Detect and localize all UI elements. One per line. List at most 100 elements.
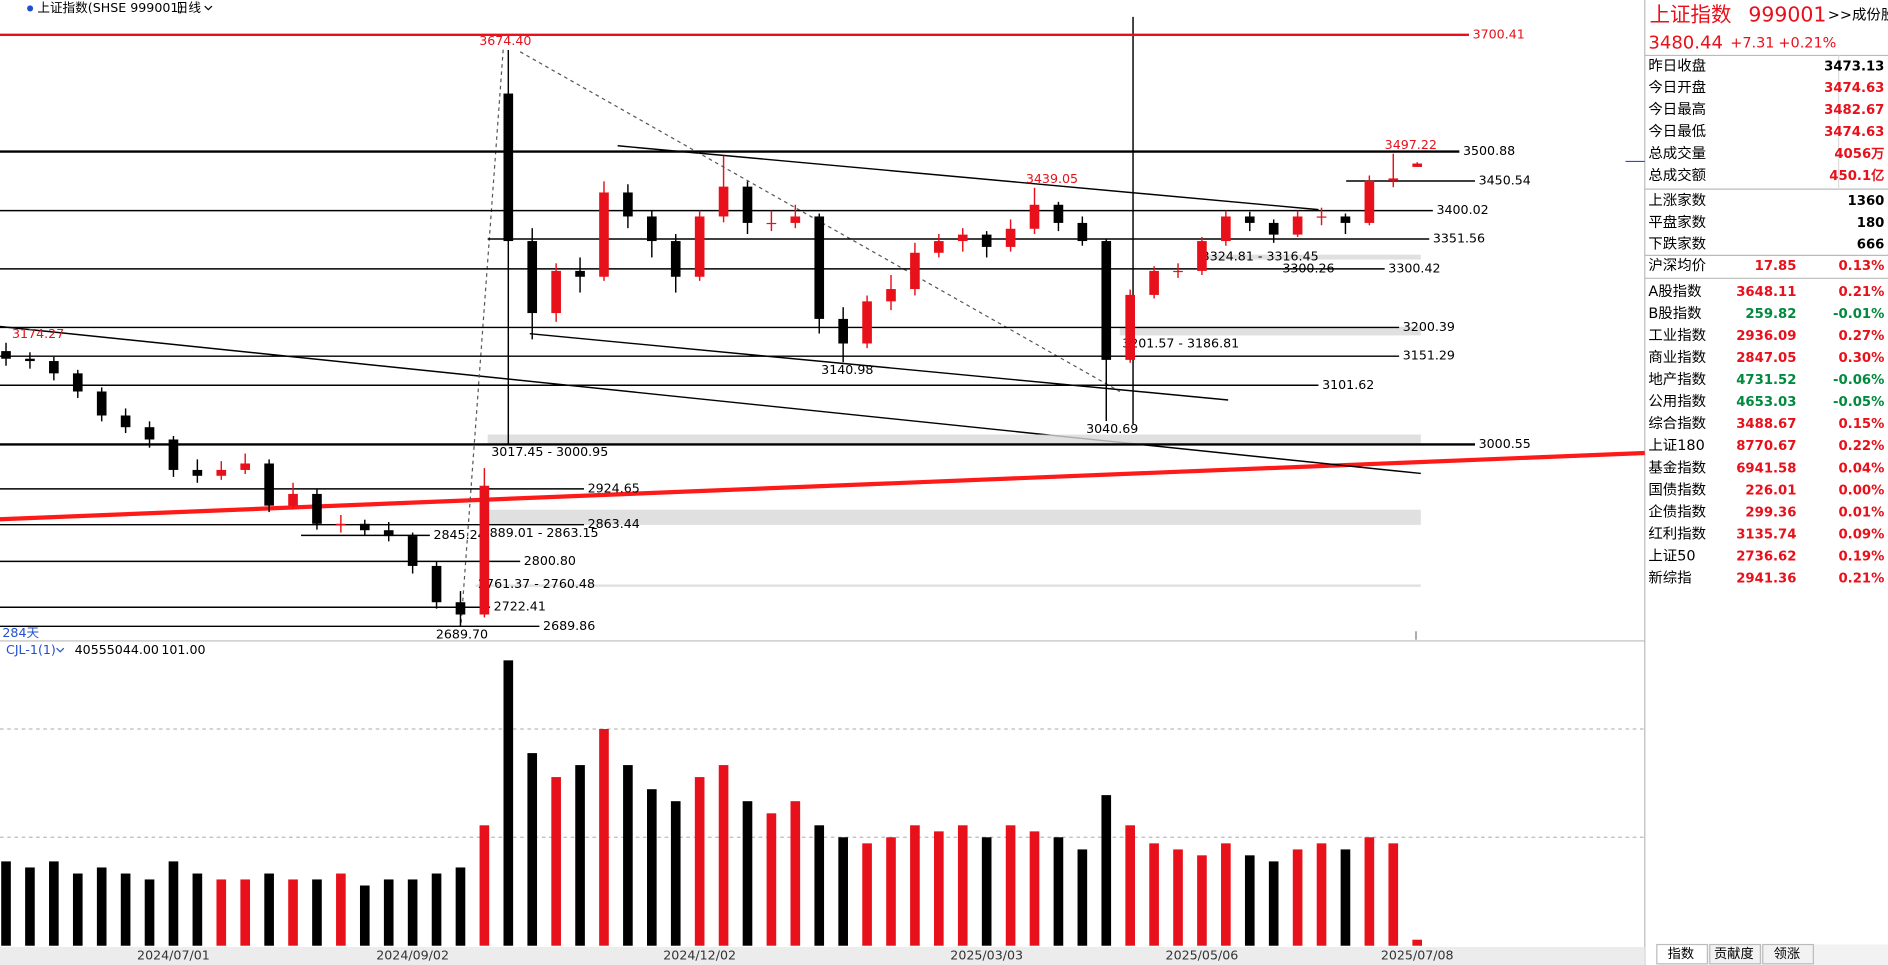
index-name[interactable]: 地产指数 (1648, 371, 1706, 388)
index-name[interactable]: 沪深均价 (1648, 257, 1706, 274)
volume-bar (192, 873, 203, 946)
volume-bar (455, 867, 466, 946)
level-label: 3351.56 (1433, 230, 1485, 245)
index-name[interactable]: 新综指 (1648, 570, 1691, 587)
volume-bar (479, 825, 490, 946)
candle-body (312, 493, 322, 524)
level-label: 2924.65 (588, 480, 640, 495)
candle-body (455, 602, 466, 615)
volume-bar (407, 879, 418, 946)
candle-body (1029, 204, 1040, 229)
candle-body (718, 186, 729, 217)
breadth-value: 1360 (1848, 194, 1885, 209)
price-annotation: 2689.70 (436, 626, 488, 641)
side-panel: 上证指数 999001 >>成份股 3480.44 +7.31 +0.21% 昨… (1644, 3, 1888, 587)
gap-zone (481, 509, 1421, 525)
index-name[interactable]: 公用指数 (1648, 393, 1706, 410)
index-change: -0.06% (1833, 373, 1884, 388)
volume-bar (599, 728, 609, 946)
index-name[interactable]: 基金指数 (1648, 459, 1706, 476)
volume-bar (264, 873, 274, 946)
candle-body (1221, 216, 1231, 242)
quote-change-pct: +0.21% (1778, 35, 1836, 51)
candle-body (527, 241, 538, 314)
tab-label[interactable]: 领涨 (1774, 946, 1800, 962)
index-change: 0.30% (1838, 351, 1884, 366)
gap-label: 2761.37 - 2760.48 (478, 576, 595, 591)
index-value: 2941.36 (1736, 572, 1796, 587)
tab-label[interactable]: 指数 (1668, 946, 1694, 962)
trend-line (617, 145, 1319, 211)
dropdown-arrow[interactable] (204, 5, 213, 11)
index-name[interactable]: 红利指数 (1648, 525, 1706, 542)
candle-body (1316, 216, 1327, 218)
candle-body (407, 536, 418, 566)
volume-bar (910, 825, 920, 946)
index-value: 2736.62 (1736, 549, 1796, 564)
volume-bar (1, 861, 11, 946)
index-name[interactable]: B股指数 (1648, 305, 1702, 322)
candle-body (336, 523, 346, 525)
volume-bar (168, 861, 179, 946)
candle-body (25, 358, 35, 362)
candle-body (96, 391, 107, 416)
indicator-value: 101.00 (161, 642, 205, 657)
date-label: 2025/03/03 (950, 947, 1023, 962)
indicator-name[interactable]: CJL-1(1) (6, 642, 56, 657)
index-name[interactable]: 上证180 (1648, 437, 1704, 454)
index-name[interactable]: 国债指数 (1648, 481, 1706, 498)
volume-bar (1292, 849, 1303, 946)
volume-bar (312, 879, 322, 946)
index-name[interactable]: 企债指数 (1648, 503, 1706, 520)
tab[interactable] (1762, 943, 1814, 965)
dropdown-arrow[interactable] (56, 647, 65, 653)
stat-value: 3482.67 (1824, 103, 1884, 118)
volume-bar (1077, 849, 1088, 946)
candle-body (910, 252, 920, 290)
volume-bar (1316, 843, 1327, 946)
tab[interactable] (1709, 943, 1761, 965)
candle-body (1292, 216, 1303, 235)
candle-body (359, 523, 370, 531)
price-annotation: 3300.26 (1282, 261, 1334, 276)
candle-body (694, 216, 705, 277)
indicator-value: 40555044.00 (75, 642, 159, 657)
volume-bar (25, 867, 35, 946)
period-selector[interactable]: 日线 (176, 0, 202, 15)
gap-zone (1201, 254, 1421, 260)
date-axis-bar (0, 946, 1645, 965)
trend-line (0, 325, 1421, 475)
tab[interactable] (1656, 943, 1708, 965)
index-name[interactable]: 工业指数 (1648, 327, 1706, 344)
index-name[interactable]: 商业指数 (1648, 349, 1706, 366)
tab-label[interactable]: 贡献度 (1714, 946, 1754, 962)
level-label: 2800.80 (524, 553, 576, 568)
candle-body (670, 241, 681, 277)
volume-bar (216, 879, 227, 946)
volume-bar (72, 873, 83, 946)
volume-bar (623, 765, 633, 946)
level-label: 2722.41 (494, 599, 546, 614)
breadth-label: 上涨家数 (1648, 192, 1706, 209)
volume-bar (647, 789, 657, 946)
volume-bar (957, 825, 968, 946)
index-change: 0.19% (1838, 549, 1884, 564)
index-name[interactable]: A股指数 (1648, 283, 1702, 300)
breadth-value: 180 (1857, 216, 1885, 231)
candle-body (240, 463, 251, 470)
dashed-line (460, 48, 504, 623)
candle-body (216, 469, 227, 476)
quote-change: +7.31 (1730, 35, 1774, 51)
constituents-link[interactable]: >>成份股 (1828, 7, 1888, 24)
volume-bar (288, 879, 298, 946)
index-change: 0.01% (1838, 505, 1884, 520)
volume-bar (814, 825, 825, 946)
index-value: 2936.09 (1736, 329, 1796, 344)
stat-value: 4056万 (1834, 146, 1884, 162)
gap-label: 3324.81 - 3316.45 (1202, 249, 1319, 264)
stat-label: 总成交额 (1648, 166, 1706, 184)
index-name[interactable]: 上证50 (1648, 547, 1695, 564)
volume-bar (144, 879, 155, 946)
index-name[interactable]: 综合指数 (1648, 415, 1706, 432)
